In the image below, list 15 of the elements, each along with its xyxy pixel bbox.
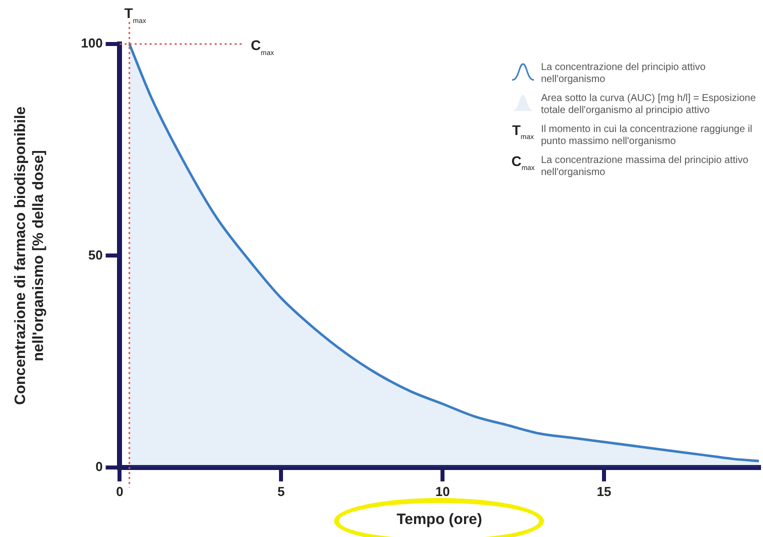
text: C$_{max}$ — [511, 153, 535, 172]
y-axis-title: Concentrazione di farmaco biodisponibile nell'organismo [% della dose] — [12, 106, 48, 405]
x-tick-label: 5 — [278, 484, 285, 499]
x-tick-label: 15 — [596, 484, 612, 499]
x-axis-title: Tempo (ore) — [396, 511, 482, 528]
annotation: Area sotto la curva (AUC) [mg h/l] = Esposizione totale dell'organismo al principio attivo — [541, 93, 757, 117]
x-tick-label: 0 — [116, 484, 124, 499]
x-tick-label: 10 — [435, 484, 450, 499]
text: T$_{max}$ — [512, 122, 534, 141]
y-tick-label: 100 — [80, 36, 103, 51]
y-tick-label: 0 — [95, 458, 103, 474]
annotation: La concentrazione massima del principio attivo nell'organismo — [541, 155, 750, 179]
y-tick-label: 50 — [88, 247, 103, 262]
annotation: Il momento in cui la concentrazione raggiunge il punto massimo nell'organismo — [541, 124, 754, 148]
legend-label: La concentrazione del principio attivo nell'organismo — [541, 62, 707, 86]
